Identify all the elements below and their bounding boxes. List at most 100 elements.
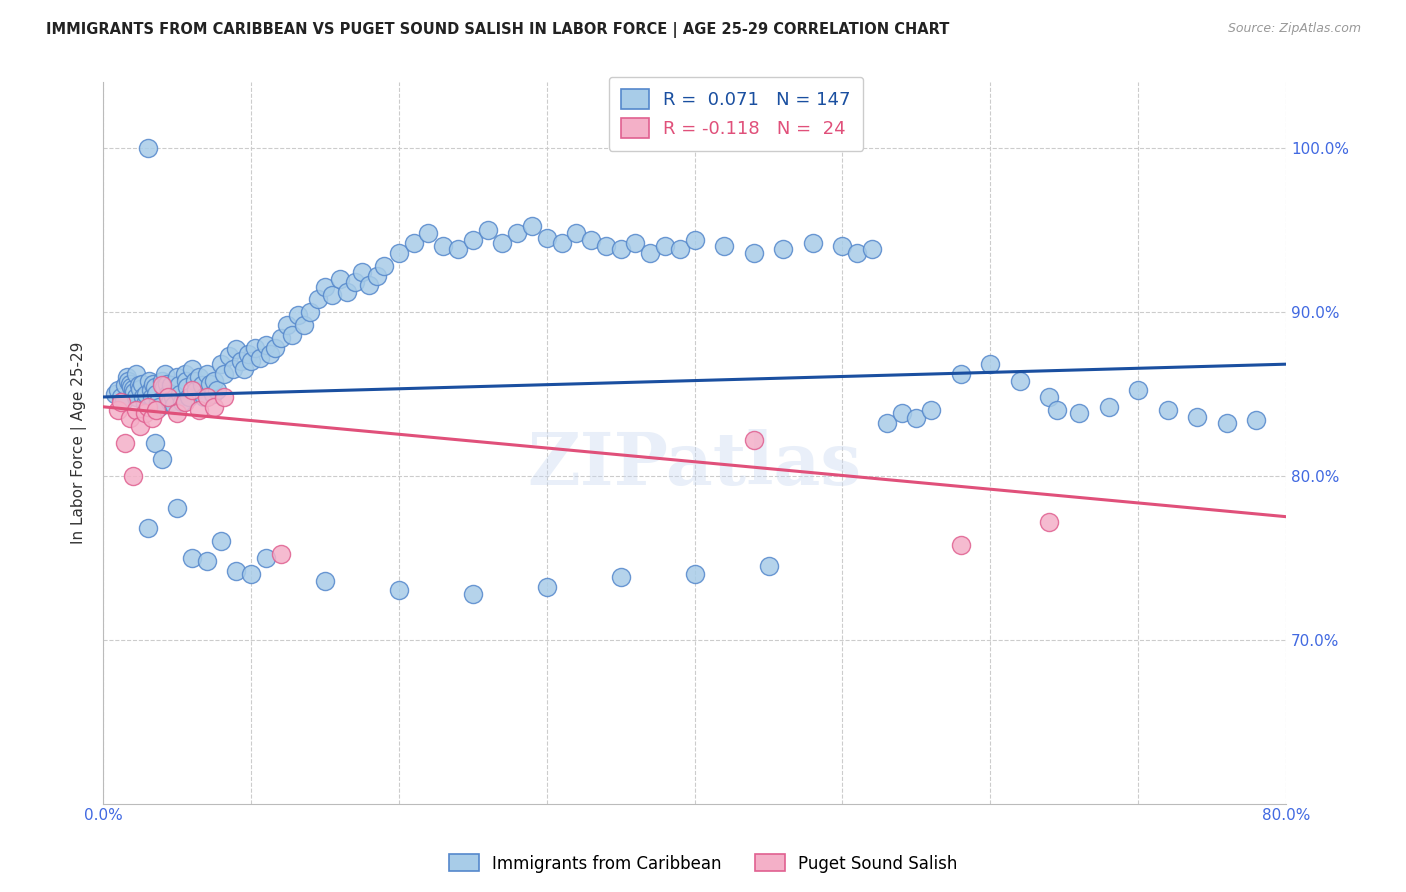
Point	[114, 436, 136, 450]
Point	[166, 406, 188, 420]
Point	[222, 362, 245, 376]
Point	[129, 419, 152, 434]
Point	[159, 395, 181, 409]
Point	[314, 280, 336, 294]
Point	[114, 378, 136, 392]
Point	[202, 400, 225, 414]
Point	[136, 141, 159, 155]
Point	[214, 390, 236, 404]
Point	[184, 374, 207, 388]
Point	[180, 550, 202, 565]
Point	[166, 501, 188, 516]
Point	[195, 554, 218, 568]
Point	[654, 239, 676, 253]
Point	[979, 357, 1001, 371]
Point	[167, 378, 190, 392]
Point	[742, 245, 765, 260]
Point	[188, 403, 211, 417]
Point	[350, 265, 373, 279]
Point	[550, 235, 572, 250]
Point	[229, 354, 252, 368]
Point	[121, 468, 143, 483]
Point	[281, 327, 304, 342]
Point	[758, 558, 780, 573]
Point	[225, 343, 247, 357]
Point	[136, 400, 159, 414]
Point	[225, 564, 247, 578]
Point	[860, 243, 883, 257]
Point	[1046, 403, 1069, 417]
Point	[402, 235, 425, 250]
Point	[104, 386, 127, 401]
Point	[157, 390, 180, 404]
Point	[1008, 374, 1031, 388]
Point	[180, 384, 202, 398]
Text: ZIPatlas: ZIPatlas	[527, 429, 862, 500]
Point	[236, 347, 259, 361]
Point	[624, 235, 647, 250]
Point	[186, 384, 208, 398]
Point	[772, 243, 794, 257]
Point	[180, 362, 202, 376]
Point	[1038, 390, 1060, 404]
Point	[240, 354, 263, 368]
Point	[107, 384, 129, 398]
Point	[132, 390, 155, 404]
Point	[177, 390, 200, 404]
Point	[846, 245, 869, 260]
Text: IMMIGRANTS FROM CARIBBEAN VS PUGET SOUND SALISH IN LABOR FORCE | AGE 25-29 CORRE: IMMIGRANTS FROM CARIBBEAN VS PUGET SOUND…	[46, 22, 950, 38]
Point	[141, 390, 163, 404]
Point	[418, 226, 440, 240]
Point	[595, 239, 617, 253]
Point	[343, 275, 366, 289]
Point	[191, 378, 214, 392]
Point	[245, 341, 267, 355]
Point	[240, 567, 263, 582]
Point	[162, 390, 184, 404]
Point	[138, 374, 160, 388]
Point	[169, 386, 191, 401]
Point	[150, 374, 173, 388]
Point	[890, 406, 912, 420]
Point	[170, 395, 193, 409]
Point	[742, 433, 765, 447]
Point	[155, 367, 177, 381]
Point	[307, 292, 329, 306]
Point	[447, 243, 470, 257]
Point	[276, 318, 298, 332]
Point	[949, 367, 972, 381]
Point	[388, 583, 411, 598]
Point	[477, 223, 499, 237]
Point	[193, 390, 215, 404]
Point	[173, 367, 195, 381]
Point	[122, 385, 145, 400]
Point	[259, 347, 281, 361]
Point	[359, 278, 381, 293]
Point	[461, 233, 484, 247]
Point	[153, 380, 176, 394]
Point	[232, 362, 254, 376]
Point	[176, 380, 198, 394]
Point	[254, 550, 277, 565]
Point	[270, 331, 292, 345]
Point	[461, 587, 484, 601]
Point	[1187, 409, 1209, 424]
Point	[211, 357, 233, 371]
Point	[638, 245, 661, 260]
Point	[201, 386, 224, 401]
Point	[120, 380, 142, 394]
Point	[157, 386, 180, 401]
Point	[112, 393, 135, 408]
Point	[136, 521, 159, 535]
Point	[536, 231, 558, 245]
Point	[299, 304, 322, 318]
Point	[270, 548, 292, 562]
Point	[669, 243, 692, 257]
Point	[329, 272, 352, 286]
Point	[143, 380, 166, 394]
Point	[432, 239, 454, 253]
Point	[118, 376, 141, 391]
Point	[202, 374, 225, 388]
Point	[117, 374, 139, 388]
Point	[388, 245, 411, 260]
